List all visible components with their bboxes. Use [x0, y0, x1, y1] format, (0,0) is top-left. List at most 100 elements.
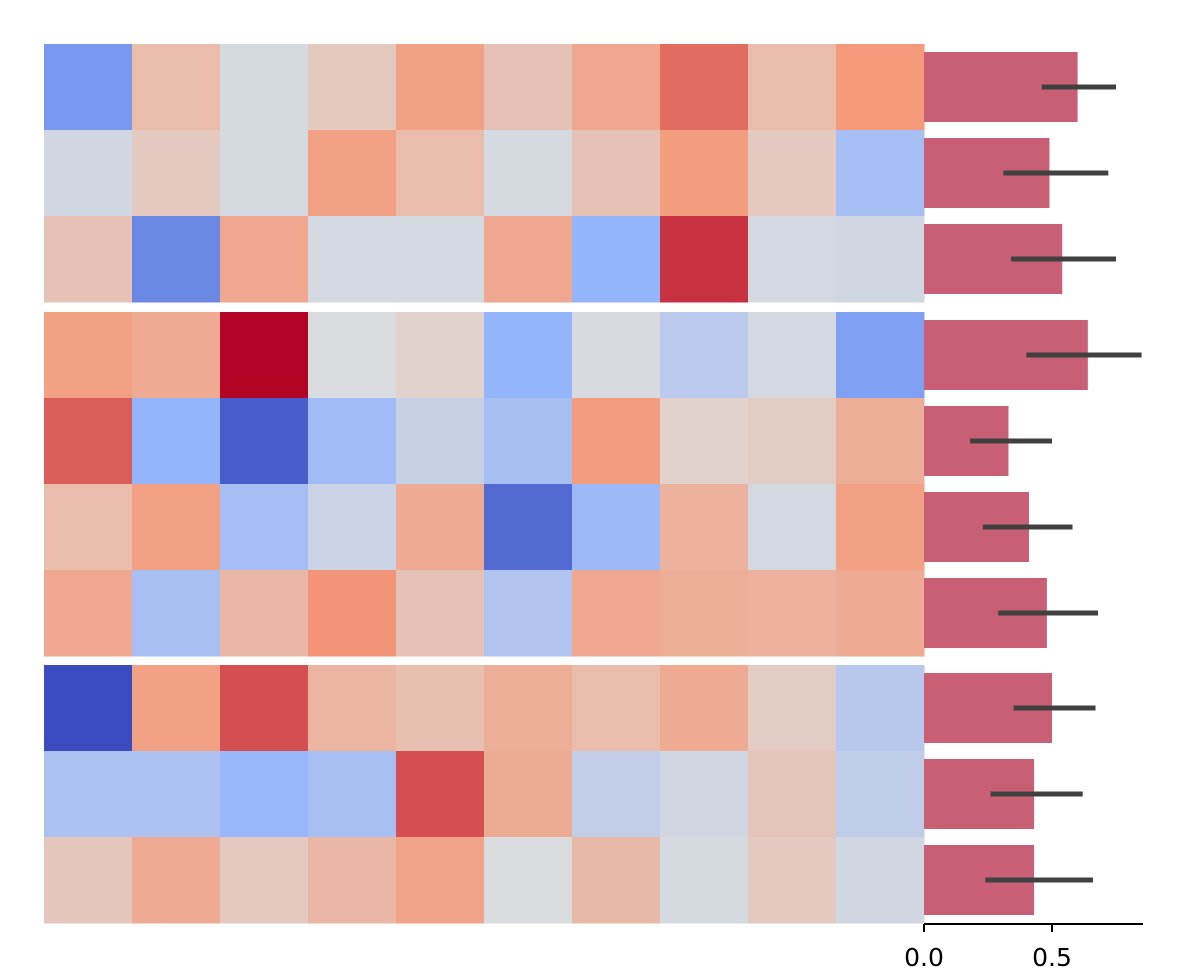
heatmap-cell [132, 216, 221, 303]
x-tick-label: 0.5 [1032, 943, 1072, 968]
heatmap-cell [748, 398, 837, 485]
heatmap-cell [572, 837, 661, 924]
heatmap-cell [836, 484, 925, 571]
bar-chart [924, 52, 1142, 915]
heatmap-cell [396, 665, 485, 752]
heatmap-cell [220, 484, 309, 571]
heatmap-cell [396, 484, 485, 571]
heatmap-cell [660, 665, 749, 752]
heatmap-cell [836, 665, 925, 752]
heatmap-cell [396, 44, 485, 131]
heatmap-cell [132, 570, 221, 657]
heatmap-cell [660, 44, 749, 131]
heatmap-cell [660, 312, 749, 399]
heatmap-cell [484, 751, 573, 838]
heatmap-cell [572, 312, 661, 399]
heatmap-cell [220, 665, 309, 752]
heatmap-cell [220, 837, 309, 924]
heatmap-cell [484, 665, 573, 752]
heatmap-cell [44, 44, 133, 131]
heatmap-cell [572, 398, 661, 485]
heatmap-cell [748, 130, 837, 217]
heatmap-cell [132, 484, 221, 571]
x-tick-label: 0.0 [904, 943, 944, 968]
heatmap-cell [836, 398, 925, 485]
heatmap-cell [396, 837, 485, 924]
heatmap-cell [748, 44, 837, 131]
heatmap-cell [44, 751, 133, 838]
heatmap-cell [220, 216, 309, 303]
heatmap-cell [220, 751, 309, 838]
heatmap-cell [308, 665, 397, 752]
heatmap-cell [836, 837, 925, 924]
heatmap-cell [748, 665, 837, 752]
heatmap-cell [572, 216, 661, 303]
heatmap-cell [44, 570, 133, 657]
heatmap-cell [836, 312, 925, 399]
x-axis: 0.0 0.5 [904, 923, 1143, 968]
heatmap-cell [220, 398, 309, 485]
heatmap-cell [396, 216, 485, 303]
heatmap-cell [748, 312, 837, 399]
heatmap-cell [44, 130, 133, 217]
heatmap-cell [132, 44, 221, 131]
heatmap-cell [836, 216, 925, 303]
heatmap-cell [484, 312, 573, 399]
heatmap-cell [396, 398, 485, 485]
heatmap-cell [660, 484, 749, 571]
heatmap-cell [308, 312, 397, 399]
heatmap-cell [396, 312, 485, 399]
heatmap-cell [484, 44, 573, 131]
heatmap-cell [484, 484, 573, 571]
heatmap-cell [836, 44, 925, 131]
heatmap-cell [396, 751, 485, 838]
heatmap-cell [44, 216, 133, 303]
heatmap-cell [132, 312, 221, 399]
heatmap-cell [308, 398, 397, 485]
heatmap-cell [308, 570, 397, 657]
heatmap-cell [484, 130, 573, 217]
heatmap-cell [44, 665, 133, 752]
heatmap [44, 44, 925, 924]
heatmap-cell [220, 44, 309, 131]
heatmap-cell [748, 570, 837, 657]
heatmap-cell [44, 837, 133, 924]
heatmap-cell [308, 837, 397, 924]
heatmap-cell [572, 570, 661, 657]
heatmap-cell [484, 398, 573, 485]
heatmap-cell [660, 837, 749, 924]
heatmap-cell [220, 130, 309, 217]
heatmap-cell [484, 570, 573, 657]
heatmap-cell [132, 837, 221, 924]
heatmap-cell [660, 216, 749, 303]
heatmap-cell [572, 44, 661, 131]
heatmap-cell [572, 665, 661, 752]
heatmap-cell [308, 751, 397, 838]
heatmap-cell [44, 484, 133, 571]
heatmap-cell [748, 751, 837, 838]
heatmap-cell [660, 751, 749, 838]
heatmap-cell [748, 837, 837, 924]
heatmap-cell [132, 665, 221, 752]
heatmap-cell [572, 484, 661, 571]
heatmap-cell [748, 484, 837, 571]
heatmap-cell [836, 130, 925, 217]
heatmap-cell [308, 484, 397, 571]
heatmap-cell [220, 312, 309, 399]
heatmap-cell [132, 398, 221, 485]
heatmap-cell [308, 130, 397, 217]
heatmap-cell [396, 130, 485, 217]
heatmap-cell [660, 398, 749, 485]
heatmap-cell [44, 312, 133, 399]
heatmap-cell [836, 570, 925, 657]
heatmap-cell [308, 216, 397, 303]
heatmap-cell [308, 44, 397, 131]
heatmap-cell [748, 216, 837, 303]
heatmap-cell [44, 398, 133, 485]
heatmap-cell [220, 570, 309, 657]
heatmap-cell [132, 751, 221, 838]
heatmap-cell [572, 751, 661, 838]
heatmap-cell [396, 570, 485, 657]
heatmap-cell [660, 130, 749, 217]
